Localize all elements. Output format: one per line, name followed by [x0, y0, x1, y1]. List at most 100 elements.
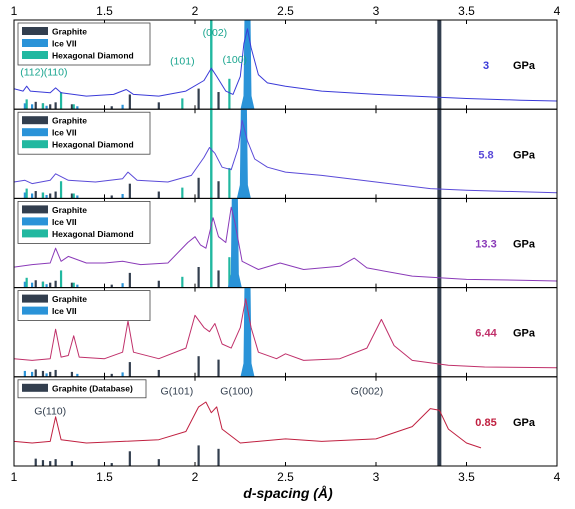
graphite-reference-stick	[217, 270, 220, 288]
ice-reference-stick	[121, 193, 124, 199]
diffraction-curve	[14, 298, 557, 369]
legend-swatch	[22, 140, 48, 149]
top-tick-label: 2	[192, 4, 199, 18]
graphite-reference-stick	[217, 359, 220, 377]
graphite-reference-stick	[34, 458, 37, 466]
legend-swatch	[22, 27, 48, 35]
pressure-value: 13.3	[475, 238, 496, 250]
top-tick-label: 4	[554, 4, 561, 18]
graphite-reference-stick	[54, 369, 57, 377]
graphite-reference-stick	[437, 20, 442, 110]
x-axis: 1 1 1.5 1.5 2 2 2.5 2.5 3 3 3.5 3.5 4 4	[11, 4, 561, 484]
graphite-reference-stick	[41, 460, 45, 466]
ice-reference-stick	[76, 284, 79, 288]
ice-reference-stick	[121, 372, 124, 377]
graphite-reference-stick	[110, 284, 113, 288]
ice-reference-stick	[76, 106, 79, 110]
diamond-reference-stick	[59, 92, 63, 110]
legend-entry: Graphite	[52, 205, 87, 215]
ice-reference-stick	[23, 370, 26, 377]
legend-entry: Graphite	[52, 27, 87, 37]
ice-reference-stick	[121, 283, 124, 288]
graphite-reference-stick	[128, 451, 131, 466]
graphite-reference-stick	[110, 463, 113, 466]
graphite-reference-stick	[197, 445, 200, 466]
graphite-reference-stick	[128, 362, 131, 377]
legend: Graphite Ice VII Hexagonal Diamond	[17, 111, 151, 155]
graphite-reference-stick	[49, 282, 52, 288]
legend-entry: Ice VII	[52, 128, 77, 138]
panel-plot-area	[14, 20, 557, 110]
legend: Graphite Ice VII Hexagonal Diamond	[17, 200, 151, 244]
ice-reference-stick	[45, 373, 48, 377]
ice-reference-stick	[76, 373, 79, 377]
pressure-unit: GPa	[513, 60, 536, 72]
graphite-reference-stick	[157, 280, 160, 288]
graphite-reference-stick	[70, 461, 74, 466]
graphite-reference-stick	[437, 109, 442, 199]
pressure-unit: GPa	[513, 238, 536, 250]
diamond-reference-stick	[25, 277, 28, 288]
graphite-reference-stick	[437, 198, 442, 288]
legend-entry: Hexagonal Diamond	[52, 51, 134, 61]
ice-reference-stick	[23, 281, 26, 288]
diamond-reference-stick	[59, 181, 63, 199]
ice-reference-stick	[121, 104, 124, 110]
bottom-tick-label: 1	[11, 470, 18, 484]
ice-vii-peak	[240, 287, 255, 377]
diamond-reference-stick	[25, 99, 28, 110]
diamond-reference-stick	[181, 276, 184, 288]
legend-entry: Ice VII	[52, 39, 77, 49]
diamond-reference-stick	[41, 192, 45, 199]
graphite-reference-stick	[54, 280, 57, 288]
legend-swatch	[22, 383, 48, 392]
legend-entry: Graphite	[52, 294, 87, 304]
panel-plot-area	[14, 198, 557, 288]
graphite-reference-stick	[437, 376, 442, 466]
peak-label: G(002)	[351, 386, 384, 398]
legend-swatch	[22, 116, 48, 125]
top-tick-label: 1	[11, 4, 18, 18]
graphite-reference-stick	[157, 459, 160, 466]
panel-plot-area	[14, 287, 557, 377]
legend: Graphite (Database)	[17, 379, 147, 399]
ice-reference-stick	[23, 103, 26, 110]
top-tick-label: 2.5	[277, 4, 294, 18]
pressure-value: 3	[483, 60, 489, 72]
legend-entry: Hexagonal Diamond	[52, 140, 134, 150]
diamond-reference-stick	[41, 103, 45, 110]
ice-vii-peak	[240, 20, 255, 110]
legend-swatch	[22, 229, 48, 238]
ice-reference-stick	[45, 284, 48, 288]
peak-label: G(110)	[34, 405, 66, 417]
legend-swatch	[22, 39, 48, 47]
graphite-reference-stick	[128, 94, 131, 110]
x-axis-label: d-spacing (Å)	[243, 485, 333, 501]
legend-swatch	[22, 51, 48, 59]
graphite-reference-stick	[49, 371, 52, 377]
peak-label: (101)	[170, 56, 195, 68]
graphite-reference-stick	[197, 88, 200, 110]
legend-entry: Ice VII	[52, 306, 77, 316]
graphite-reference-stick	[49, 193, 52, 199]
peak-annotations: G(110) G(101) G(100) G(002)	[34, 386, 383, 418]
graphite-reference-stick	[217, 181, 220, 199]
panel-2: Graphite Ice VII Hexagonal Diamond 5.8 GPa	[13, 108, 558, 199]
ice-reference-stick	[31, 282, 34, 288]
graphite-reference-stick	[49, 461, 52, 466]
top-tick-label: 3.5	[458, 4, 475, 18]
peak-label: (112)	[20, 66, 44, 78]
graphite-reference-stick	[128, 183, 131, 199]
legend-entry: Ice VII	[52, 217, 77, 227]
legend-swatch	[22, 217, 48, 226]
panel-3: Graphite Ice VII Hexagonal Diamond 13.3 GPa	[13, 197, 558, 289]
graphite-reference-stick	[157, 191, 160, 199]
legend-entry: Graphite	[52, 116, 87, 126]
ice-vii-peak	[227, 198, 242, 288]
peak-annotations: (112) (110) (101) (002) (100)	[20, 27, 247, 78]
diamond-reference-stick	[72, 104, 75, 110]
peak-label: G(100)	[220, 386, 253, 398]
diamond-reference-stick	[228, 257, 231, 288]
graphite-reference-stick	[197, 266, 200, 288]
